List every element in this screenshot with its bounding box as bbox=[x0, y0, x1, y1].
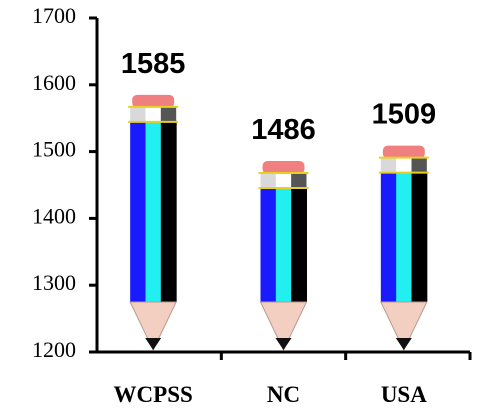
pencil bbox=[378, 145, 429, 352]
pencil-ferrule-shine bbox=[145, 106, 161, 122]
y-tick-label: 1600 bbox=[32, 70, 76, 95]
pencil-ferrule-dark bbox=[160, 106, 177, 122]
pencil-stripe bbox=[130, 120, 146, 302]
pencil bbox=[258, 160, 309, 352]
y-tick-label: 1200 bbox=[32, 337, 76, 362]
pencil-cone bbox=[380, 301, 428, 352]
pencil-ferrule-dark bbox=[411, 157, 427, 173]
y-tick-label: 1300 bbox=[32, 270, 76, 295]
x-tick-label: USA bbox=[381, 382, 427, 407]
pencil-cone bbox=[129, 301, 177, 352]
pencil-eraser bbox=[132, 94, 175, 108]
pencil-stripe bbox=[396, 171, 412, 302]
pencil-lead bbox=[395, 338, 412, 350]
pencil-ferrule-shine bbox=[275, 172, 292, 188]
x-tick-label: NC bbox=[267, 382, 300, 407]
value-label: 1486 bbox=[251, 114, 316, 146]
pencil-stripe bbox=[291, 186, 307, 302]
pencil-eraser bbox=[382, 145, 425, 159]
pencil-ferrule-shine bbox=[396, 157, 412, 173]
pencil-stripe bbox=[145, 120, 162, 302]
pencil-stripe bbox=[275, 186, 292, 302]
value-label: 1509 bbox=[372, 99, 437, 131]
value-label: 1585 bbox=[121, 48, 186, 80]
pencil bbox=[128, 94, 179, 352]
pencil-ferrule-dark bbox=[291, 172, 307, 188]
x-tick-label: WCPSS bbox=[114, 382, 193, 407]
y-tick-label: 1400 bbox=[32, 203, 76, 228]
y-tick-label: 1500 bbox=[32, 137, 76, 162]
pencil-eraser bbox=[262, 160, 305, 174]
pencil-stripe bbox=[380, 171, 397, 302]
y-tick-label: 1700 bbox=[32, 3, 76, 28]
pencil-lead bbox=[145, 338, 162, 350]
pencil-stripe bbox=[260, 186, 277, 302]
pencil-stripe bbox=[411, 171, 428, 302]
pencil-cone bbox=[259, 301, 308, 352]
pencil-stripe bbox=[160, 120, 177, 302]
pencil-lead bbox=[275, 338, 292, 350]
